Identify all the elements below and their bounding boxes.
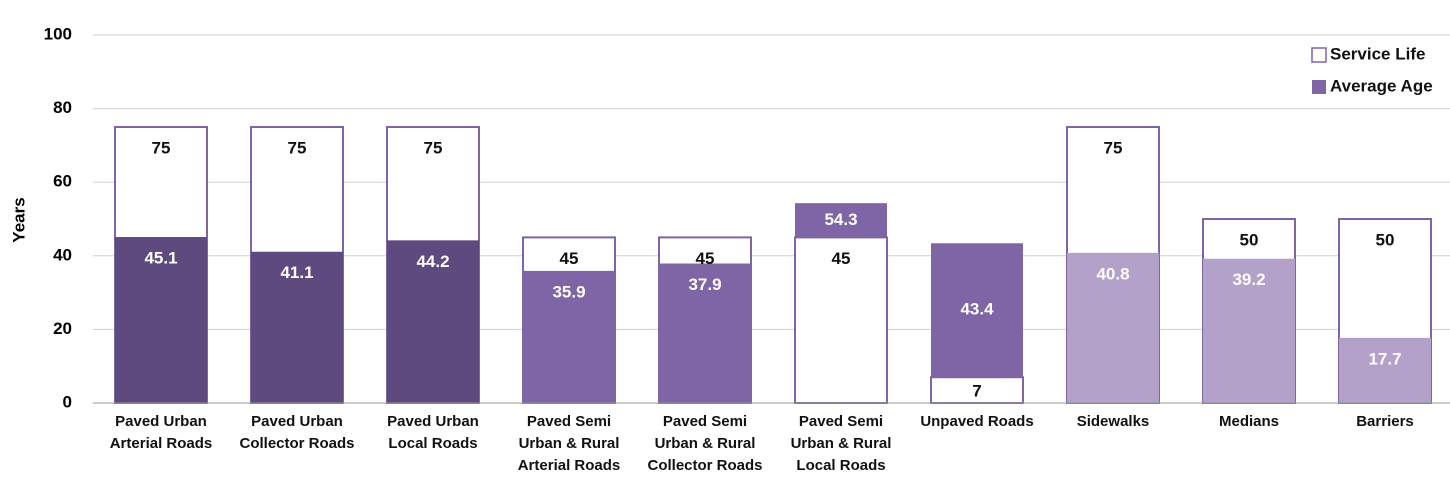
average-age-bar (387, 240, 479, 403)
average-age-label: 35.9 (552, 282, 585, 301)
service-life-label: 45 (560, 249, 579, 268)
x-tick-label: Paved Semi Urban & Rural Local Roads (790, 413, 892, 474)
x-tick-label: Medians (1218, 413, 1279, 430)
service-life-label: 45 (696, 249, 715, 268)
service-life-label: 45 (832, 249, 851, 268)
x-tick-label: Barriers (1356, 413, 1414, 430)
x-tick-label: Paved Urban Local Roads (387, 413, 479, 452)
y-tick-label: 100 (44, 24, 72, 43)
average-age-bar (1203, 258, 1295, 403)
x-tick-label: Sidewalks (1076, 413, 1150, 430)
y-tick-label: 80 (53, 98, 72, 117)
average-age-label: 44.2 (416, 252, 449, 271)
average-age-label: 39.2 (1232, 270, 1265, 289)
average-age-bar (115, 237, 207, 403)
average-age-bar (659, 263, 751, 403)
average-age-label: 40.8 (1096, 264, 1129, 283)
average-age-bar (251, 251, 343, 403)
average-age-label: 41.1 (280, 263, 313, 282)
average-age-label: 37.9 (688, 275, 721, 294)
legend-swatch (1311, 47, 1327, 63)
y-tick-label: 0 (63, 392, 72, 411)
average-age-label: 43.4 (960, 300, 994, 319)
service-life-label: 75 (1104, 138, 1123, 157)
average-age-bar (1339, 337, 1431, 403)
y-tick-label: 40 (53, 245, 72, 264)
x-tick-label: Paved Urban Arterial Roads (109, 413, 213, 452)
x-tick-label: Paved Urban Collector Roads (239, 413, 355, 452)
average-age-bar (523, 270, 615, 403)
legend-swatch (1312, 80, 1326, 94)
y-tick-label: 60 (53, 172, 72, 191)
x-tick-label: Paved Semi Urban & Rural Collector Roads (647, 413, 763, 474)
x-tick-label: Paved Semi Urban & Rural Arterial Roads (517, 413, 621, 474)
service-life-label: 75 (288, 138, 307, 157)
service-life-label: 50 (1376, 230, 1395, 249)
y-axis-label: Years (9, 197, 28, 242)
service-life-label: 50 (1240, 230, 1259, 249)
legend-label: Service Life (1330, 44, 1425, 63)
average-age-label: 54.3 (824, 210, 857, 229)
average-age-label: 17.7 (1368, 349, 1401, 368)
x-tick-label: Unpaved Roads (920, 413, 1034, 430)
service-life-label: 75 (152, 138, 171, 157)
service-life-label: 7 (972, 382, 981, 401)
average-age-bar (1067, 252, 1159, 403)
service-life-label: 75 (424, 138, 443, 157)
average-age-label: 45.1 (144, 249, 177, 268)
y-tick-label: 20 (53, 319, 72, 338)
legend-label: Average Age (1330, 76, 1433, 95)
